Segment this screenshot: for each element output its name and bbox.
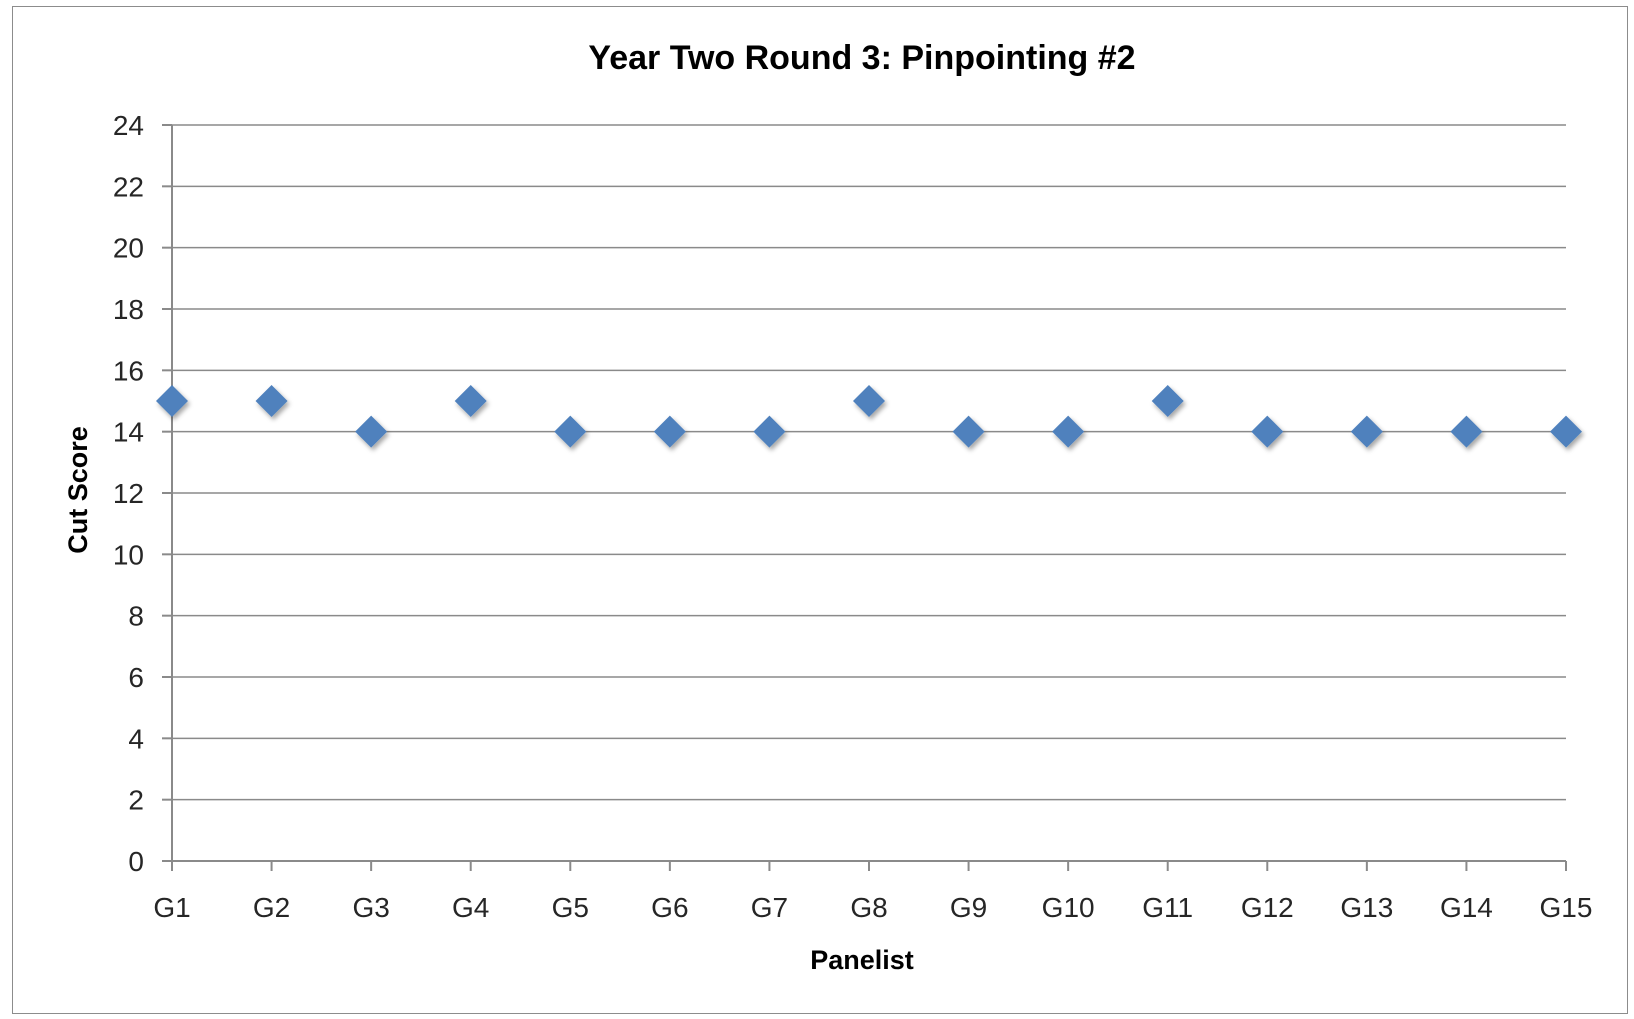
y-tick-label: 10	[113, 539, 144, 570]
x-axis-title: Panelist	[810, 945, 914, 975]
chart-frame	[12, 6, 1628, 1014]
data-points	[156, 385, 1582, 448]
data-point-g9	[952, 415, 985, 448]
y-tick-label: 18	[113, 294, 144, 325]
x-tick-label: G1	[153, 892, 190, 923]
y-tick-label: 2	[128, 785, 144, 816]
data-point-g8	[853, 385, 885, 417]
axes	[162, 124, 1567, 871]
y-tick-label: 14	[113, 417, 144, 448]
x-tick-label: G8	[850, 892, 887, 923]
x-tick-label: G13	[1340, 892, 1393, 923]
data-point-g14	[1450, 415, 1483, 448]
data-point-g4	[454, 385, 487, 417]
data-point-g13	[1350, 415, 1383, 448]
y-tick-label: 4	[128, 723, 144, 754]
x-tick-label: G4	[452, 892, 489, 923]
y-tick-label: 16	[113, 355, 144, 386]
data-point-g5	[554, 415, 587, 448]
x-tick-label: G10	[1042, 892, 1095, 923]
y-tick-label: 12	[113, 478, 144, 509]
x-tick-label: G6	[651, 892, 688, 923]
y-tick-label: 20	[113, 233, 144, 264]
data-point-g2	[255, 385, 288, 417]
x-tick-label: G5	[552, 892, 589, 923]
y-tick-label: 24	[113, 110, 144, 141]
data-point-g11	[1151, 385, 1184, 417]
data-point-g10	[1052, 415, 1085, 448]
x-tick-labels: G1 G2 G3 G4 G5 G6 G7 G8 G9 G10 G11 G12 G13 G14 G15	[153, 892, 1592, 923]
x-tick-label: G9	[950, 892, 987, 923]
y-tick-label: 6	[128, 662, 144, 693]
data-point-g15	[1550, 415, 1582, 448]
y-tick-label: 8	[128, 601, 144, 632]
chart-title: Year Two Round 3: Pinpointing #2	[588, 39, 1135, 77]
y-tick-label: 22	[113, 171, 144, 202]
gridlines	[172, 124, 1566, 801]
data-point-g6	[653, 415, 686, 448]
x-tick-label: G2	[253, 892, 290, 923]
x-tick-label: G3	[352, 892, 389, 923]
x-tick-label: G12	[1241, 892, 1294, 923]
data-point-g7	[753, 415, 786, 448]
x-tick-label: G14	[1440, 892, 1493, 923]
data-point-g12	[1251, 415, 1284, 448]
y-axis-title: Cut Score	[63, 426, 93, 554]
data-point-g3	[355, 415, 388, 448]
x-tick-label: G7	[751, 892, 788, 923]
data-point-g1	[156, 385, 188, 417]
x-tick-label: G11	[1142, 892, 1193, 923]
y-tick-label: 0	[128, 846, 144, 877]
x-tick-label: G15	[1540, 892, 1593, 923]
